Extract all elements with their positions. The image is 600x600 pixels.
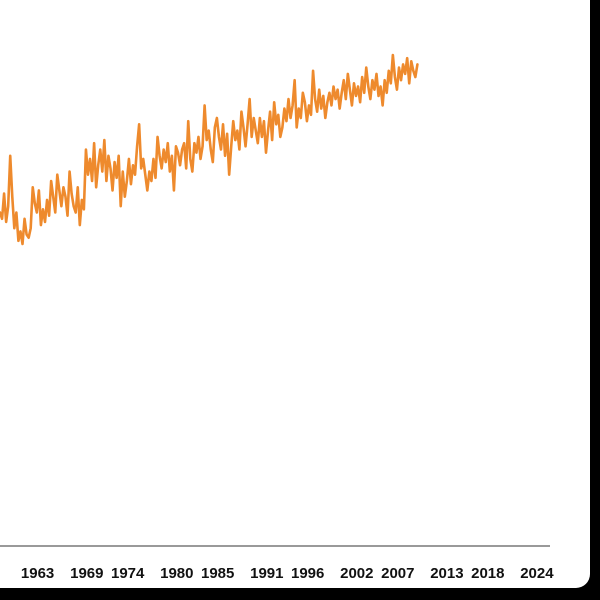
x-tick-label: 1980: [160, 565, 193, 582]
line-chart: 1963 1969 1974 1980 1985 1991 1996 2002 2007 2013…: [0, 53, 554, 582]
x-tick-label: 1991: [250, 565, 283, 582]
x-tick-label: 2002: [340, 565, 373, 582]
x-tick-label: 1969: [70, 565, 103, 582]
plot-area: [0, 53, 419, 246]
x-tick-label: 2018: [471, 565, 504, 582]
x-tick-label: 1985: [201, 565, 234, 582]
x-tick-label: 1996: [291, 565, 324, 582]
chart-card: 1963 1969 1974 1980 1985 1991 1996 2002 2007 2013…: [0, 0, 590, 588]
series-line-0: [0, 53, 419, 246]
x-tick-label: 2007: [381, 565, 414, 582]
x-tick-label: 2013: [430, 565, 463, 582]
x-axis-ticks: 1963 1969 1974 1980 1985 1991 1996 2002 2007 2013…: [21, 565, 554, 582]
x-tick-label: 1963: [21, 565, 54, 582]
x-tick-label: 2024: [520, 565, 554, 582]
x-tick-label: 1974: [111, 565, 145, 582]
